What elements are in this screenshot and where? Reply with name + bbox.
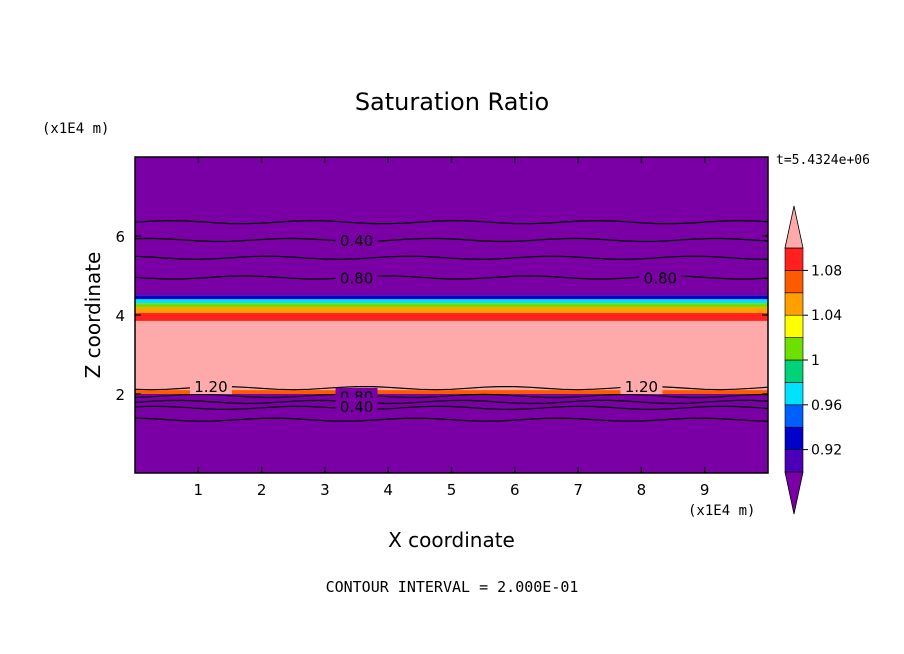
- contour-line: [134, 399, 769, 405]
- x-tick-label: 8: [637, 481, 647, 499]
- contour-label: 0.40: [340, 398, 373, 416]
- x-tick-label: 6: [510, 481, 520, 499]
- contour-label: 0.40: [340, 232, 373, 250]
- contour-line: [134, 386, 769, 391]
- chart-title: Saturation Ratio: [354, 88, 550, 116]
- contour-label: 0.80: [644, 269, 677, 287]
- colorbar-box: [784, 426, 804, 450]
- y-tick-label: 4: [115, 307, 125, 325]
- contour-line: [134, 237, 769, 243]
- contour-line: [134, 219, 769, 225]
- colorbar-tick-label: 1.08: [811, 263, 842, 279]
- contour-label: 1.20: [194, 378, 227, 396]
- x-tick-label: 7: [573, 481, 583, 499]
- colorbar-box: [784, 404, 804, 428]
- colorbar-bottom-arrow: [784, 471, 804, 515]
- colorbar-box: [784, 292, 804, 316]
- x-unit-label: (x1E4 m): [688, 503, 756, 519]
- contour-label-bg: [189, 378, 232, 395]
- y-axis-label: Z coordinate: [81, 252, 105, 379]
- contour-label-bg: [335, 231, 378, 248]
- colorbar-box: [784, 270, 804, 294]
- colorbar-tick-label: 1.04: [811, 308, 842, 324]
- y-tick-label: 6: [115, 228, 125, 246]
- x-tick-label: 9: [700, 481, 710, 499]
- contour-interval-note: CONTOUR INTERVAL = 2.000E-01: [325, 578, 579, 596]
- y-tick-label: 2: [115, 386, 125, 404]
- field-band-4: [135, 307, 768, 314]
- colorbar-tick-label: 0.92: [811, 443, 842, 459]
- x-tick-label: 2: [257, 481, 267, 499]
- contour-label-bg: [639, 269, 682, 286]
- contour-line: [134, 405, 769, 411]
- field-band-7: [135, 295, 768, 300]
- x-tick-label: 4: [383, 481, 393, 499]
- field-band-2: [135, 320, 768, 391]
- x-tick-label: 1: [194, 481, 204, 499]
- colorbar-box: [784, 337, 804, 361]
- field-band-0: [135, 394, 768, 473]
- colorbar-box: [784, 382, 804, 406]
- field-band-3: [135, 313, 768, 321]
- time-label: t=5.4324e+06: [776, 153, 870, 168]
- x-tick-label: 3: [320, 481, 330, 499]
- y-unit-label: (x1E4 m): [42, 121, 110, 137]
- contour-label-bg: [620, 378, 663, 395]
- field-band-6: [135, 299, 768, 304]
- field-band-5: [135, 303, 768, 308]
- colorbar-tick-label: 1: [811, 353, 820, 369]
- contour-line: [134, 255, 769, 260]
- colorbar-box: [784, 449, 804, 473]
- contour-line: [134, 393, 769, 399]
- contour-label: 1.20: [625, 378, 658, 396]
- colorbar-top-arrow: [784, 205, 804, 249]
- contour-line: [134, 417, 769, 422]
- contour-label-bg: [335, 397, 378, 414]
- contour-label-bg: [335, 269, 378, 286]
- colorbar-box: [784, 247, 804, 271]
- colorbar-box: [784, 359, 804, 383]
- field-band-1: [135, 390, 768, 394]
- x-tick-label: 5: [447, 481, 457, 499]
- colorbar-tick-label: 0.96: [811, 398, 842, 414]
- x-axis-label: X coordinate: [388, 528, 515, 552]
- colorbar-box: [784, 314, 804, 338]
- contour-label: 0.80: [340, 269, 373, 287]
